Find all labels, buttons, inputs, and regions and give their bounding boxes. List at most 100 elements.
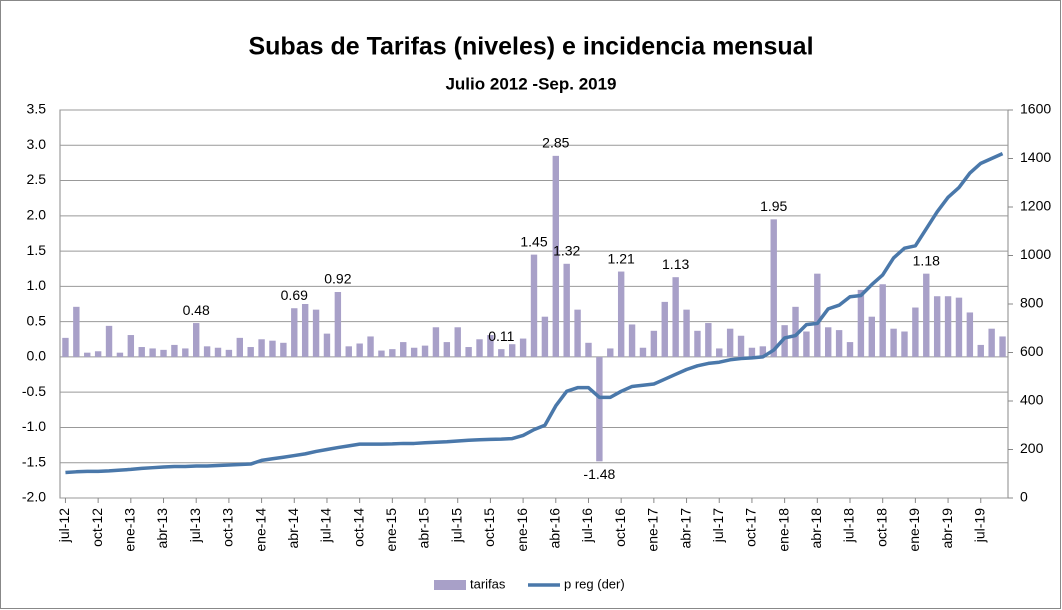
y-tick-label: 1.5	[27, 242, 47, 258]
y-tick-label: 0.5	[27, 312, 47, 328]
bar	[901, 331, 908, 357]
bar	[301, 304, 309, 357]
x-tick-label: abr-19	[939, 508, 955, 549]
x-tick-label: ene-19	[906, 508, 922, 552]
bar	[737, 335, 745, 357]
bar	[933, 296, 941, 357]
x-tick-label: abr-17	[677, 508, 693, 549]
x-tick-label: jul-17	[710, 508, 726, 543]
x-tick-label: jul-19	[971, 508, 987, 543]
bar	[149, 348, 156, 357]
bar	[160, 349, 167, 357]
data-label: 1.18	[913, 252, 940, 268]
x-tick-label: oct-13	[220, 508, 236, 547]
chart-title: Subas de Tarifas (niveles) e incidencia …	[248, 33, 813, 61]
y-tick-label: 3.5	[27, 101, 47, 117]
bar	[912, 307, 919, 357]
bar	[367, 336, 374, 357]
bar	[585, 342, 592, 357]
bar	[389, 349, 396, 357]
y2-tick-label: 800	[1020, 295, 1044, 311]
bar	[193, 323, 200, 357]
data-label: 0.92	[324, 271, 351, 287]
bar	[596, 356, 603, 462]
x-tick-label: oct-12	[89, 508, 105, 547]
bar	[563, 263, 570, 357]
bar	[792, 306, 799, 357]
data-label: 0.48	[183, 302, 210, 318]
bar	[825, 327, 832, 357]
bar	[803, 331, 810, 357]
x-tick-label: abr-16	[546, 508, 562, 549]
y2-tick-label: 1000	[1020, 246, 1051, 262]
data-label: 1.32	[553, 242, 580, 258]
bar	[378, 350, 385, 357]
bar	[628, 324, 636, 357]
bar	[258, 339, 265, 357]
y2-tick-label: 0	[1020, 489, 1028, 505]
x-tick-label: ene-13	[122, 508, 138, 552]
bar	[465, 347, 472, 357]
bar	[105, 325, 113, 357]
bar	[84, 352, 91, 357]
bar	[247, 347, 254, 357]
y-tick-label: 0.0	[27, 348, 47, 364]
bar	[73, 306, 80, 357]
bar	[356, 343, 363, 357]
x-tick-label: oct-18	[873, 508, 889, 547]
bar	[291, 308, 298, 357]
y-tick-label: 3.0	[27, 136, 47, 152]
data-label: 0.11	[488, 328, 514, 344]
bar	[607, 348, 614, 357]
data-label: 1.21	[608, 250, 635, 266]
x-tick-label: ene-14	[252, 508, 268, 552]
y-tick-label: 2.0	[27, 207, 47, 223]
data-label: 1.45	[520, 233, 547, 249]
bar	[182, 348, 189, 357]
bar	[672, 277, 679, 357]
bar	[334, 292, 342, 357]
bar	[574, 309, 581, 357]
bar	[323, 333, 331, 357]
bar	[541, 316, 549, 357]
bar	[770, 219, 777, 357]
bar	[421, 345, 429, 357]
legend-label: p reg (der)	[564, 576, 625, 591]
bar	[410, 347, 418, 357]
bar	[966, 312, 974, 357]
bar	[955, 297, 963, 357]
line	[65, 152, 1004, 475]
y-tick-label: 1.0	[27, 277, 47, 293]
x-tick-label: ene-18	[775, 508, 791, 552]
x-tick-label: abr-13	[154, 508, 170, 549]
bar	[639, 347, 647, 357]
bar	[62, 337, 69, 357]
bar	[127, 335, 135, 357]
x-tick-label: ene-15	[383, 508, 399, 552]
bar	[716, 348, 723, 357]
bar	[519, 338, 527, 357]
x-tick-label: oct-17	[743, 508, 759, 547]
bar	[432, 327, 440, 357]
bar	[781, 325, 788, 357]
bar	[683, 309, 690, 357]
bar	[748, 347, 756, 357]
x-tick-label: jul-18	[841, 508, 857, 543]
bar	[203, 346, 211, 357]
bar	[999, 336, 1006, 357]
x-tick-label: jul-15	[448, 508, 464, 543]
x-tick-label: abr-18	[808, 508, 824, 549]
x-tick-label: ene-17	[645, 508, 661, 552]
bar	[835, 330, 843, 357]
y-tick-label: -1.5	[22, 453, 46, 469]
bar	[726, 328, 734, 357]
bar	[487, 335, 494, 357]
bar	[116, 352, 124, 357]
x-tick-label: abr-14	[285, 508, 301, 549]
bar	[171, 344, 178, 357]
bar	[705, 323, 712, 357]
data-label: 2.85	[542, 135, 569, 151]
y-tick-label: -1.0	[22, 418, 46, 434]
bar	[443, 342, 451, 357]
